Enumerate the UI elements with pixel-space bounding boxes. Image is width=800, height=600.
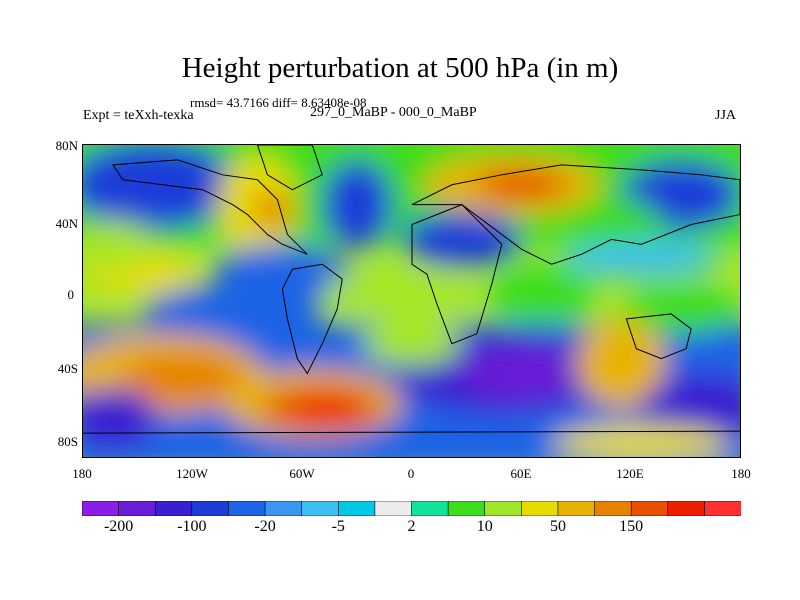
colorbar-swatch — [337, 501, 376, 516]
lat-tick-80n: 80N — [55, 138, 78, 153]
lon-tick-60e: 60E — [510, 466, 532, 481]
colorbar-swatch — [667, 501, 705, 516]
colorbar-swatch — [374, 501, 413, 516]
lat-tick-80s: 80S — [57, 434, 78, 449]
colorbar-swatch — [301, 501, 339, 516]
lon-tick-180w: 180 — [72, 466, 92, 481]
lon-tick-0: 0 — [407, 466, 415, 481]
lat-tick-0: 0 — [67, 287, 75, 302]
lon-tick-120e: 120E — [616, 466, 644, 481]
colorbar-swatch — [447, 501, 486, 516]
stats-label: rmsd= 43.7166 diff= 8.63408e-08 — [190, 95, 367, 110]
colorbar-label: 2 — [407, 518, 416, 535]
experiment-label: Expt = teXxh-texka — [83, 108, 194, 123]
colorbar-swatch — [191, 501, 230, 516]
colorbar-swatch — [228, 501, 266, 516]
colorbar-swatch — [411, 501, 449, 516]
colorbar-swatch — [557, 501, 596, 516]
colorbar-swatch — [630, 501, 669, 516]
colorbar-swatch — [521, 501, 559, 516]
colorbar-swatch — [594, 501, 632, 516]
colorbar-label: -100 — [177, 518, 207, 535]
colorbar-swatch — [82, 501, 120, 516]
colorbar-label: -5 — [331, 518, 345, 535]
colorbar-label: 150 — [619, 518, 644, 535]
lat-tick-40s: 40S — [57, 361, 78, 376]
lon-tick-60w: 60W — [289, 466, 315, 481]
colorbar-swatch — [154, 501, 193, 516]
colorbar-label: -20 — [254, 518, 276, 535]
colorbar — [82, 501, 741, 516]
lat-tick-40n: 40N — [55, 216, 78, 231]
colorbar-label: -200 — [103, 518, 134, 535]
period-pair-label: 297_0_MaBP - 000_0_MaBP — [310, 105, 477, 120]
colorbar-swatch — [704, 501, 741, 516]
lon-tick-180e: 180 — [731, 466, 751, 481]
colorbar-label: 10 — [476, 518, 493, 535]
colorbar-label: 50 — [549, 518, 566, 535]
lon-tick-120w: 120W — [176, 466, 208, 481]
colorbar-swatch — [118, 501, 156, 516]
colorbar-swatch — [484, 501, 522, 516]
height-perturbation-map — [82, 144, 741, 458]
season-label: JJA — [715, 108, 737, 123]
map-title: Height perturbation at 500 hPa (in m) — [181, 52, 619, 84]
colorbar-swatch — [264, 501, 303, 516]
